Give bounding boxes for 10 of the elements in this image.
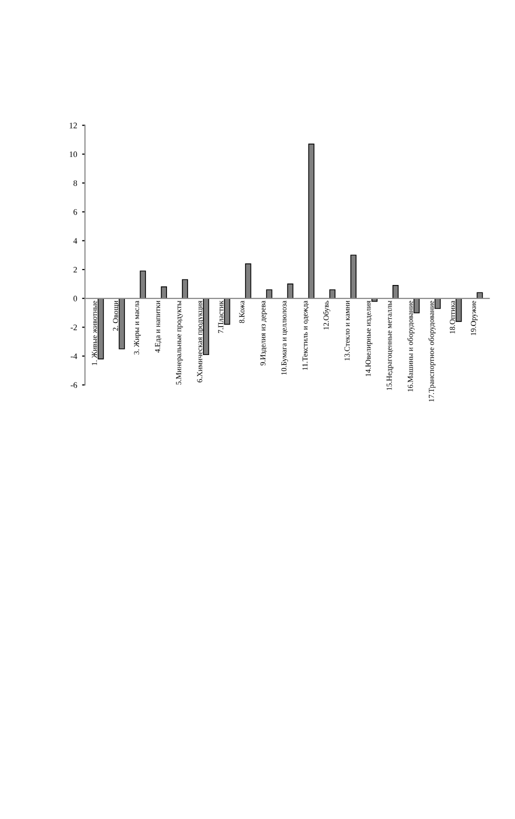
y-tick-label: -6 [70, 382, 78, 388]
y-tick-label: 0 [73, 296, 78, 302]
y-tick-label: 10 [70, 152, 78, 158]
y-tick-label: 8 [73, 180, 78, 186]
y-tick-label: -4 [70, 353, 78, 359]
y-tick-label: 2 [74, 266, 77, 272]
y-tick-label: -2 [70, 324, 77, 330]
y-tick-label: 6 [74, 209, 78, 215]
y-tick-label: 4 [73, 238, 78, 244]
y-tick-label: 12 [70, 122, 77, 128]
